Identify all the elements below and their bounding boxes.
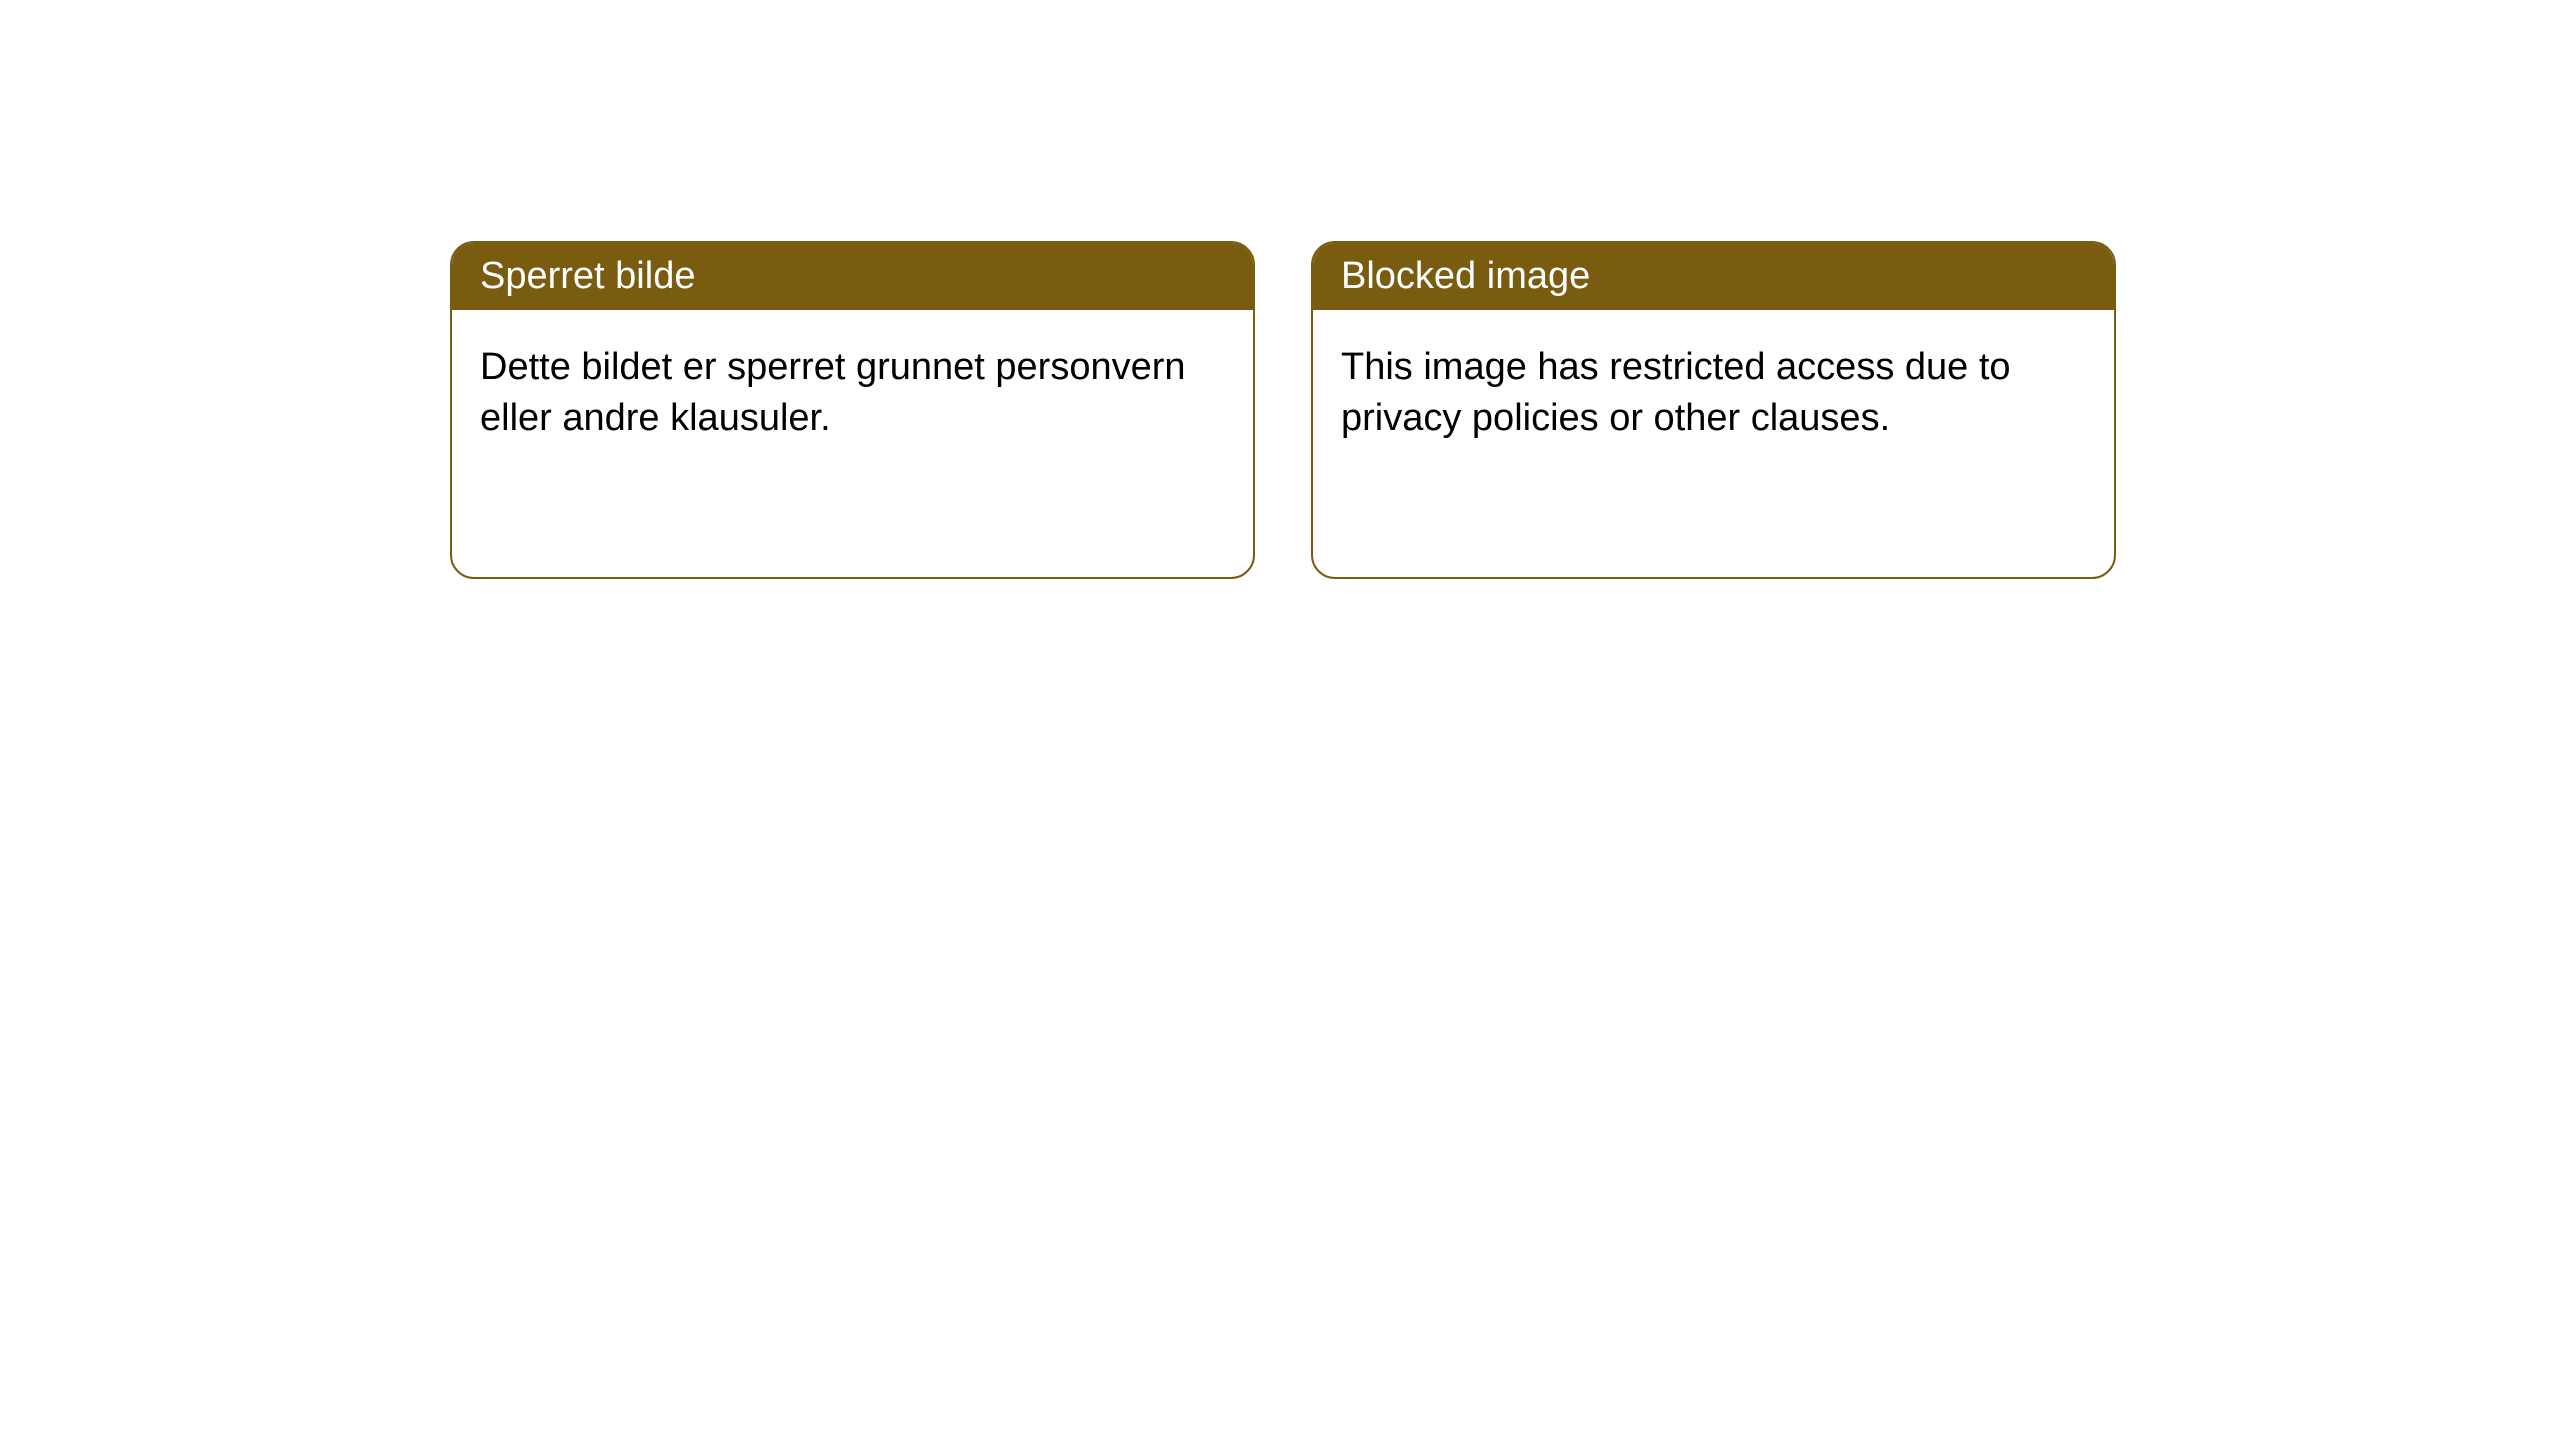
notice-cards-container: Sperret bilde Dette bildet er sperret gr… [0, 0, 2560, 579]
notice-card-norwegian: Sperret bilde Dette bildet er sperret gr… [450, 241, 1255, 579]
card-header-norwegian: Sperret bilde [452, 243, 1253, 310]
card-message-norwegian: Dette bildet er sperret grunnet personve… [480, 346, 1186, 439]
card-header-english: Blocked image [1313, 243, 2114, 310]
card-message-english: This image has restricted access due to … [1341, 346, 2011, 439]
card-title-norwegian: Sperret bilde [480, 255, 695, 297]
notice-card-english: Blocked image This image has restricted … [1311, 241, 2116, 579]
card-body-norwegian: Dette bildet er sperret grunnet personve… [452, 310, 1253, 477]
card-body-english: This image has restricted access due to … [1313, 310, 2114, 477]
card-title-english: Blocked image [1341, 255, 1590, 297]
